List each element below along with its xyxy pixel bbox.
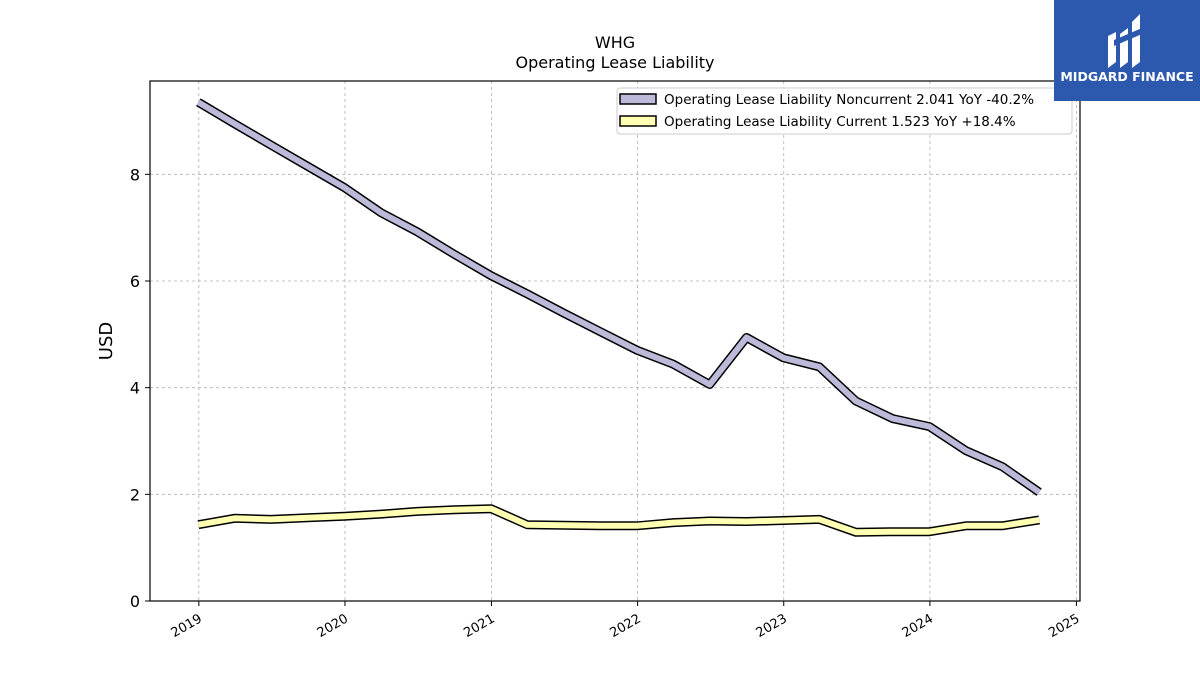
x-tick-label: 2021 (461, 611, 497, 641)
x-tick-label: 2020 (315, 611, 351, 641)
midgard-logo-icon (1108, 14, 1142, 68)
x-tick-label: 2023 (754, 611, 790, 641)
series-1 (196, 98, 1042, 496)
series-layer (196, 98, 1042, 537)
legend-swatch (619, 115, 657, 127)
legend-label: Operating Lease Liability Current 1.523 … (664, 114, 1016, 130)
logo-text: MIDGARD FINANCE (1060, 69, 1194, 84)
series-2 (197, 504, 1040, 537)
y-tick-label: 6 (130, 272, 140, 291)
plot-frame (149, 80, 1081, 602)
legend-box (616, 87, 1073, 135)
series-line (196, 99, 1041, 495)
x-tick-label: 2024 (900, 611, 936, 641)
chart-subtitle: Operating Lease Liability (515, 53, 714, 72)
y-tick-label: 8 (130, 165, 140, 184)
series-line (197, 505, 1040, 536)
x-tick-label: 2019 (169, 611, 205, 641)
y-tick-label: 4 (130, 379, 140, 398)
y-axis-label: USD (96, 322, 117, 360)
legend: Operating Lease Liability Noncurrent 2.0… (616, 87, 1073, 135)
y-tick-label: 2 (130, 485, 140, 504)
legend-swatch (619, 93, 657, 105)
chart-title: WHG (595, 33, 635, 52)
x-tick-label: 2025 (1046, 611, 1082, 641)
x-tick-label: 2022 (607, 611, 643, 641)
midgard-finance-logo: MIDGARD FINANCE (1054, 0, 1200, 101)
y-tick-label: 0 (130, 592, 140, 611)
series-line-outline (196, 98, 1042, 496)
legend-label: Operating Lease Liability Noncurrent 2.0… (664, 92, 1034, 108)
axes: 0 2 4 6 8 2019 2020 2021 2022 2023 2024 2025 (130, 165, 1083, 641)
